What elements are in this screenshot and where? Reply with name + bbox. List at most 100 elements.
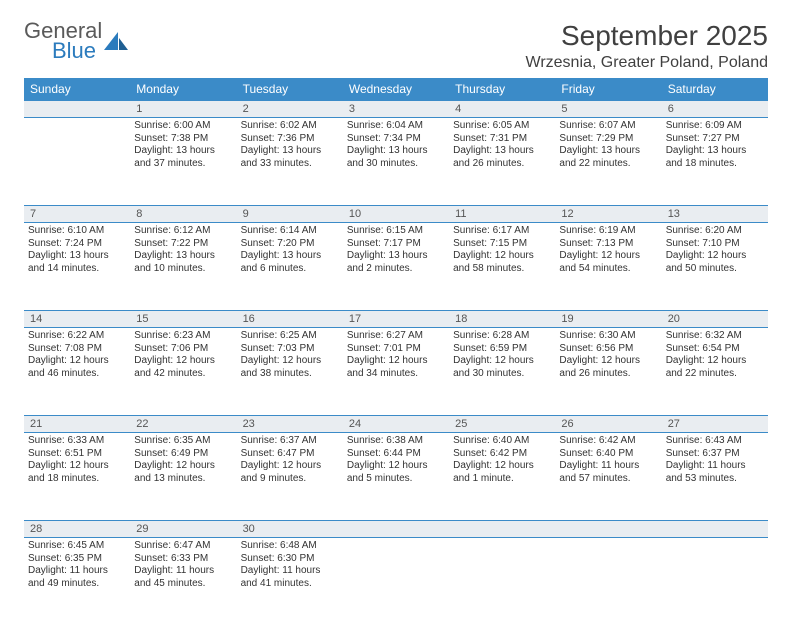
daylight-text: Daylight: 13 hours: [28, 250, 126, 263]
day-number: 28: [24, 521, 130, 538]
sunset-text: Sunset: 6:42 PM: [453, 448, 551, 461]
brand-sail-icon: [104, 32, 130, 54]
day-cell: Sunrise: 6:10 AMSunset: 7:24 PMDaylight:…: [24, 223, 130, 311]
daynum-row: 21222324252627: [24, 416, 768, 433]
day-cell: Sunrise: 6:15 AMSunset: 7:17 PMDaylight:…: [343, 223, 449, 311]
week-row: Sunrise: 6:00 AMSunset: 7:38 PMDaylight:…: [24, 118, 768, 206]
day-cell: Sunrise: 6:07 AMSunset: 7:29 PMDaylight:…: [555, 118, 661, 206]
daylight-text: and 41 minutes.: [241, 578, 339, 591]
sunset-text: Sunset: 7:10 PM: [666, 238, 764, 251]
day-cell: Sunrise: 6:22 AMSunset: 7:08 PMDaylight:…: [24, 328, 130, 416]
day-number: 9: [237, 206, 343, 223]
sunset-text: Sunset: 7:34 PM: [347, 133, 445, 146]
sunrise-text: Sunrise: 6:47 AM: [134, 540, 232, 553]
day-number: 1: [130, 101, 236, 118]
sunrise-text: Sunrise: 6:37 AM: [241, 435, 339, 448]
sunset-text: Sunset: 6:30 PM: [241, 553, 339, 566]
daylight-text: Daylight: 12 hours: [28, 355, 126, 368]
daylight-text: Daylight: 13 hours: [241, 250, 339, 263]
day-cell: Sunrise: 6:40 AMSunset: 6:42 PMDaylight:…: [449, 433, 555, 521]
sunset-text: Sunset: 6:49 PM: [134, 448, 232, 461]
sunset-text: Sunset: 7:08 PM: [28, 343, 126, 356]
sunrise-text: Sunrise: 6:28 AM: [453, 330, 551, 343]
daylight-text: and 50 minutes.: [666, 263, 764, 276]
day-number: 11: [449, 206, 555, 223]
day-cell: Sunrise: 6:42 AMSunset: 6:40 PMDaylight:…: [555, 433, 661, 521]
sunrise-text: Sunrise: 6:33 AM: [28, 435, 126, 448]
sunset-text: Sunset: 7:01 PM: [347, 343, 445, 356]
daylight-text: Daylight: 13 hours: [134, 145, 232, 158]
sunrise-text: Sunrise: 6:05 AM: [453, 120, 551, 133]
daynum-row: 78910111213: [24, 206, 768, 223]
sunrise-text: Sunrise: 6:12 AM: [134, 225, 232, 238]
sunset-text: Sunset: 7:17 PM: [347, 238, 445, 251]
daylight-text: Daylight: 13 hours: [241, 145, 339, 158]
dow-wed: Wednesday: [343, 78, 449, 101]
day-number: 24: [343, 416, 449, 433]
location: Wrzesnia, Greater Poland, Poland: [526, 54, 769, 72]
day-number: [662, 521, 768, 538]
daylight-text: Daylight: 12 hours: [134, 460, 232, 473]
day-number: 29: [130, 521, 236, 538]
daylight-text: Daylight: 13 hours: [134, 250, 232, 263]
day-number: 13: [662, 206, 768, 223]
sunrise-text: Sunrise: 6:45 AM: [28, 540, 126, 553]
sunset-text: Sunset: 7:29 PM: [559, 133, 657, 146]
daylight-text: and 58 minutes.: [453, 263, 551, 276]
daylight-text: and 42 minutes.: [134, 368, 232, 381]
daylight-text: Daylight: 12 hours: [347, 460, 445, 473]
daynum-row: 123456: [24, 101, 768, 118]
sunset-text: Sunset: 7:06 PM: [134, 343, 232, 356]
sunrise-text: Sunrise: 6:15 AM: [347, 225, 445, 238]
day-number: 20: [662, 311, 768, 328]
day-cell: Sunrise: 6:27 AMSunset: 7:01 PMDaylight:…: [343, 328, 449, 416]
day-number: 26: [555, 416, 661, 433]
daylight-text: and 49 minutes.: [28, 578, 126, 591]
daylight-text: Daylight: 12 hours: [241, 355, 339, 368]
sunset-text: Sunset: 6:33 PM: [134, 553, 232, 566]
sunrise-text: Sunrise: 6:09 AM: [666, 120, 764, 133]
week-row: Sunrise: 6:22 AMSunset: 7:08 PMDaylight:…: [24, 328, 768, 416]
day-cell: [555, 538, 661, 626]
day-number: 8: [130, 206, 236, 223]
day-number: [449, 521, 555, 538]
daylight-text: Daylight: 12 hours: [453, 355, 551, 368]
day-cell: Sunrise: 6:45 AMSunset: 6:35 PMDaylight:…: [24, 538, 130, 626]
daylight-text: and 30 minutes.: [347, 158, 445, 171]
day-number: 7: [24, 206, 130, 223]
daylight-text: and 46 minutes.: [28, 368, 126, 381]
daylight-text: and 34 minutes.: [347, 368, 445, 381]
daylight-text: Daylight: 12 hours: [453, 460, 551, 473]
sunset-text: Sunset: 6:37 PM: [666, 448, 764, 461]
daylight-text: and 18 minutes.: [28, 473, 126, 486]
day-cell: Sunrise: 6:14 AMSunset: 7:20 PMDaylight:…: [237, 223, 343, 311]
sunrise-text: Sunrise: 6:25 AM: [241, 330, 339, 343]
sunset-text: Sunset: 7:13 PM: [559, 238, 657, 251]
sunrise-text: Sunrise: 6:10 AM: [28, 225, 126, 238]
dow-thu: Thursday: [449, 78, 555, 101]
day-cell: Sunrise: 6:05 AMSunset: 7:31 PMDaylight:…: [449, 118, 555, 206]
brand-logo: General Blue: [24, 20, 130, 62]
sunrise-text: Sunrise: 6:00 AM: [134, 120, 232, 133]
sunset-text: Sunset: 6:56 PM: [559, 343, 657, 356]
daylight-text: Daylight: 11 hours: [28, 565, 126, 578]
daylight-text: Daylight: 13 hours: [453, 145, 551, 158]
day-cell: Sunrise: 6:25 AMSunset: 7:03 PMDaylight:…: [237, 328, 343, 416]
day-cell: [662, 538, 768, 626]
daylight-text: and 5 minutes.: [347, 473, 445, 486]
day-number: 4: [449, 101, 555, 118]
day-number: 16: [237, 311, 343, 328]
sunset-text: Sunset: 6:40 PM: [559, 448, 657, 461]
day-cell: Sunrise: 6:23 AMSunset: 7:06 PMDaylight:…: [130, 328, 236, 416]
sunset-text: Sunset: 7:24 PM: [28, 238, 126, 251]
daylight-text: and 18 minutes.: [666, 158, 764, 171]
daylight-text: and 6 minutes.: [241, 263, 339, 276]
daylight-text: Daylight: 13 hours: [559, 145, 657, 158]
brand-name-2: Blue: [52, 40, 102, 62]
daynum-row: 14151617181920: [24, 311, 768, 328]
day-cell: Sunrise: 6:33 AMSunset: 6:51 PMDaylight:…: [24, 433, 130, 521]
header: General Blue September 2025 Wrzesnia, Gr…: [24, 20, 768, 72]
day-number: 3: [343, 101, 449, 118]
day-number: 17: [343, 311, 449, 328]
sunrise-text: Sunrise: 6:14 AM: [241, 225, 339, 238]
